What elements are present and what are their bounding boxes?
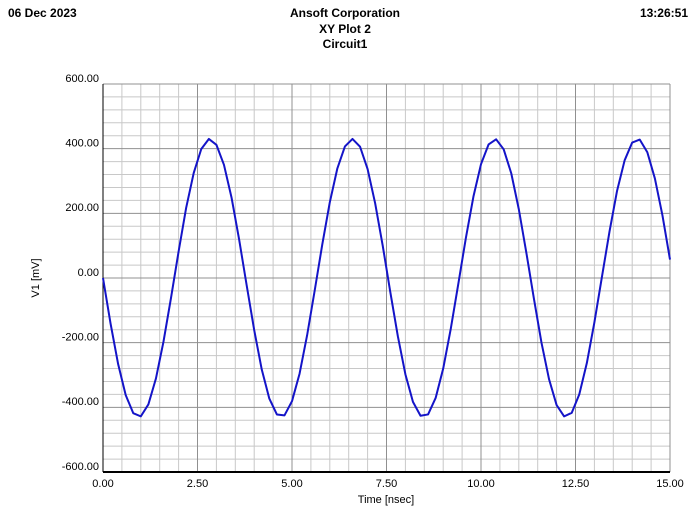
y-tick-label: -400.00 bbox=[62, 396, 99, 408]
y-tick-label: -200.00 bbox=[62, 332, 99, 344]
x-tick-label: 2.50 bbox=[187, 478, 208, 490]
x-tick-label: 5.00 bbox=[281, 478, 302, 490]
y-tick-label: 600.00 bbox=[65, 73, 99, 85]
date: 06 Dec 2023 bbox=[8, 6, 77, 20]
y-tick-label: 400.00 bbox=[65, 138, 99, 150]
x-tick-label: 7.50 bbox=[376, 478, 397, 490]
x-axis-label: Time [nsec] bbox=[358, 494, 414, 506]
chart-subtitle: Circuit1 bbox=[323, 37, 368, 51]
x-tick-label: 0.00 bbox=[92, 478, 113, 490]
time: 13:26:51 bbox=[640, 6, 688, 20]
chart-title: XY Plot 2 bbox=[319, 22, 371, 36]
line-series bbox=[102, 137, 671, 418]
x-tick-label: 10.00 bbox=[467, 478, 495, 490]
y-tick-label: 0.00 bbox=[78, 267, 99, 279]
x-tick-label: 12.50 bbox=[562, 478, 590, 490]
y-tick-label: 200.00 bbox=[65, 202, 99, 214]
x-tick-label: 15.00 bbox=[656, 478, 684, 490]
y-axis-label: V1 [mV] bbox=[30, 258, 42, 297]
company: Ansoft Corporation bbox=[290, 6, 400, 20]
y-tick-label: -600.00 bbox=[62, 461, 99, 473]
